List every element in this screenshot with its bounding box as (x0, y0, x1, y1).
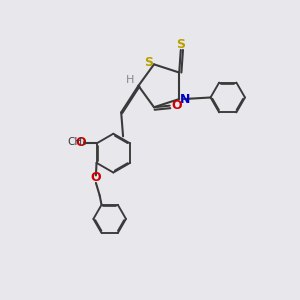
Text: O: O (171, 99, 182, 112)
Text: CH₃: CH₃ (67, 137, 86, 147)
Text: H: H (125, 75, 134, 85)
Text: O: O (75, 136, 86, 149)
Text: S: S (176, 38, 185, 51)
Text: S: S (144, 56, 153, 69)
Text: N: N (180, 92, 191, 106)
Text: O: O (91, 171, 101, 184)
